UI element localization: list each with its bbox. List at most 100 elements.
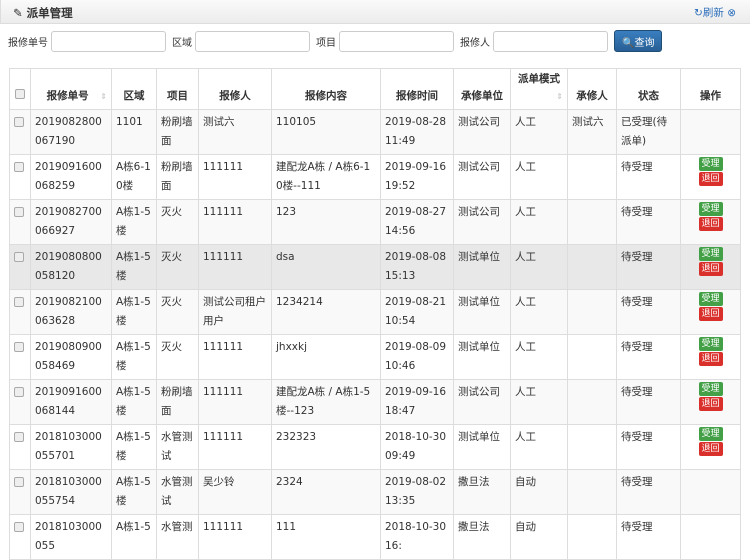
row-select[interactable]: [9, 334, 31, 380]
row-select[interactable]: [9, 379, 31, 425]
col-repairer: 承修人: [567, 68, 617, 110]
cell-project: 灭火: [156, 244, 199, 290]
table-row[interactable]: 2019082100063628 A栋1-5楼 灭火 测试公司租户用户 1234214 2…: [9, 289, 741, 335]
row-select[interactable]: [9, 514, 31, 560]
cell-project: 粉刷墙面: [156, 154, 199, 200]
table-row[interactable]: 2018103000055754 A栋1-5楼 水管测试 吴少铃 2324 2019-08…: [9, 469, 741, 515]
row-checkbox[interactable]: [14, 252, 24, 262]
panel-header: ✎ 派单管理 ↻刷新 ⊗: [0, 0, 750, 24]
return-button[interactable]: 退回: [698, 217, 723, 231]
row-checkbox[interactable]: [14, 162, 24, 172]
row-checkbox[interactable]: [14, 432, 24, 442]
cell-id: 2019082100063628: [30, 289, 112, 335]
col-status: 状态: [616, 68, 681, 110]
sort-icon: ⇕: [100, 92, 107, 101]
cell-ops: 受理 退回: [680, 379, 741, 425]
order-id-input[interactable]: [51, 30, 166, 52]
return-button[interactable]: 退回: [698, 397, 723, 411]
cell-unit: 测试公司: [453, 109, 511, 155]
row-checkbox[interactable]: [14, 477, 24, 487]
cell-mode: 人工: [510, 334, 568, 380]
cell-project: 粉刷墙面: [156, 379, 199, 425]
cell-area: A栋6-10楼: [111, 154, 157, 200]
return-button[interactable]: 退回: [698, 262, 723, 276]
cell-ops: [680, 469, 741, 515]
col-time: 报修时间: [380, 68, 454, 110]
cell-id: 2019080900058469: [30, 334, 112, 380]
table-row[interactable]: 2019080800058120 A栋1-5楼 灭火 111111 dsa 2019-08…: [9, 244, 741, 290]
row-select[interactable]: [9, 154, 31, 200]
row-checkbox[interactable]: [14, 387, 24, 397]
cell-id: 2018103000055754: [30, 469, 112, 515]
row-select[interactable]: [9, 244, 31, 290]
cell-project: 水管测试: [156, 424, 199, 470]
cell-status: 待受理: [616, 469, 681, 515]
refresh-button[interactable]: ↻刷新: [694, 7, 724, 19]
row-checkbox[interactable]: [14, 342, 24, 352]
row-checkbox[interactable]: [14, 117, 24, 127]
table-row[interactable]: 2019082800067190 1101 粉刷墙面 测试六 110105 2019-08…: [9, 109, 741, 155]
cell-time: 2019-08-02 13:35: [380, 469, 454, 515]
cell-id: 2019091600068259: [30, 154, 112, 200]
return-button[interactable]: 退回: [698, 172, 723, 186]
cell-repairer: [567, 424, 617, 470]
row-select[interactable]: [9, 424, 31, 470]
return-button[interactable]: 退回: [698, 352, 723, 366]
cell-project: 灭火: [156, 199, 199, 245]
select-all-checkbox[interactable]: [15, 89, 25, 99]
cell-time: 2018-10-30 09:49: [380, 424, 454, 470]
cell-id: 2019091600068144: [30, 379, 112, 425]
cell-reporter: 111111: [198, 334, 272, 380]
table-row[interactable]: 2019082700066927 A栋1-5楼 灭火 111111 123 2019-08…: [9, 199, 741, 245]
table-row[interactable]: 2018103000055701 A栋1-5楼 水管测试 111111 232323 20…: [9, 424, 741, 470]
cell-time: 2019-08-08 15:13: [380, 244, 454, 290]
accept-button[interactable]: 受理: [698, 337, 723, 351]
accept-button[interactable]: 受理: [698, 292, 723, 306]
row-select[interactable]: [9, 469, 31, 515]
accept-button[interactable]: 受理: [698, 382, 723, 396]
cell-ops: 受理 退回: [680, 289, 741, 335]
col-mode[interactable]: 派单模式 ⇕: [510, 68, 568, 110]
cell-repairer: [567, 469, 617, 515]
accept-button[interactable]: 受理: [698, 427, 723, 441]
cell-unit: 撒旦法: [453, 469, 511, 515]
cell-reporter: 111111: [198, 424, 272, 470]
row-select[interactable]: [9, 289, 31, 335]
accept-button[interactable]: 受理: [698, 247, 723, 261]
cell-area: A栋1-5: [111, 514, 157, 560]
accept-button[interactable]: 受理: [698, 157, 723, 171]
row-checkbox[interactable]: [14, 522, 24, 532]
accept-button[interactable]: 受理: [698, 202, 723, 216]
select-all[interactable]: [9, 68, 31, 110]
cell-reporter: 111111: [198, 199, 272, 245]
reporter-input[interactable]: [493, 30, 608, 52]
area-input[interactable]: [195, 30, 310, 52]
project-input[interactable]: [339, 30, 454, 52]
row-select[interactable]: [9, 109, 31, 155]
row-checkbox[interactable]: [14, 297, 24, 307]
table-row[interactable]: 2019091600068259 A栋6-10楼 粉刷墙面 111111 建配龙A栋 /…: [9, 154, 741, 200]
row-checkbox[interactable]: [14, 207, 24, 217]
row-select[interactable]: [9, 199, 31, 245]
cell-area: A栋1-5楼: [111, 424, 157, 470]
cell-ops: [680, 514, 741, 560]
cell-repairer: [567, 154, 617, 200]
cell-area: A栋1-5楼: [111, 469, 157, 515]
col-id[interactable]: 报修单号 ⇕: [30, 68, 112, 110]
cell-project: 灭火: [156, 289, 199, 335]
cell-ops: 受理 退回: [680, 424, 741, 470]
table-row[interactable]: 2019080900058469 A栋1-5楼 灭火 111111 jhxxkj 2019…: [9, 334, 741, 380]
close-icon[interactable]: ⊗: [727, 7, 736, 19]
table-row[interactable]: 2019091600068144 A栋1-5楼 粉刷墙面 111111 建配龙A栋 / …: [9, 379, 741, 425]
cell-id: 2018103000055: [30, 514, 112, 560]
cell-unit: 测试单位: [453, 424, 511, 470]
return-button[interactable]: 退回: [698, 307, 723, 321]
col-content: 报修内容: [271, 68, 381, 110]
cell-content: 建配龙A栋 / A栋1-5楼--123: [271, 379, 381, 425]
col-reporter: 报修人: [198, 68, 272, 110]
search-button[interactable]: 🔍查询: [614, 30, 663, 52]
return-button[interactable]: 退回: [698, 442, 723, 456]
cell-ops: 受理 退回: [680, 199, 741, 245]
table-row[interactable]: 2018103000055 A栋1-5 水管测 111111 111 2018-10-30…: [9, 514, 741, 560]
col-unit: 承修单位: [453, 68, 511, 110]
